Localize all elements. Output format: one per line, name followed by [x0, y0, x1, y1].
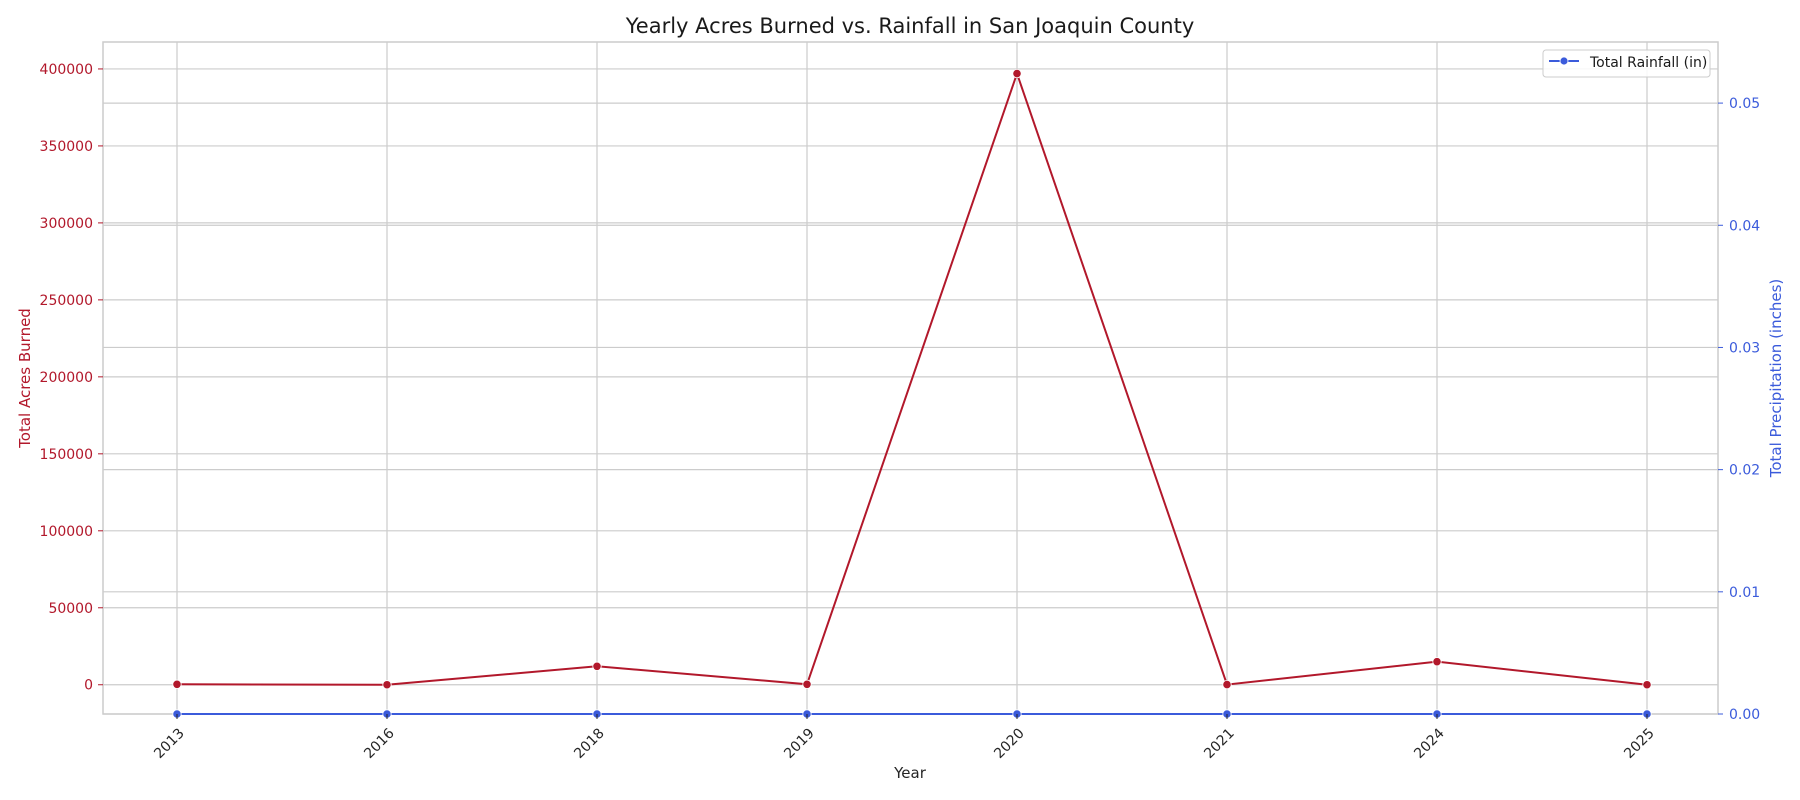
x-tick-label: 2018 [571, 725, 608, 762]
legend: Total Rainfall (in) [1542, 49, 1711, 78]
acres-burned-point [382, 680, 392, 690]
right-y-tick-label: 0.05 [1729, 96, 1760, 112]
left-y-axis-label: Total Acres Burned [16, 308, 34, 449]
acres-burned-line [176, 70, 1648, 686]
grid-lines [103, 42, 1718, 715]
x-tick-label: 2013 [151, 725, 188, 762]
right-y-axis-label: Total Precipitation (inches) [1767, 279, 1785, 479]
acres-burned-point [172, 679, 182, 689]
x-tick-label: 2016 [361, 725, 398, 762]
right-y-tick-label: 0.02 [1729, 463, 1760, 479]
left-y-tick-label: 300000 [40, 216, 93, 232]
series-layer [172, 68, 1652, 719]
left-y-tick-label: 200000 [40, 370, 93, 386]
acres-burned-point [1432, 657, 1442, 667]
left-y-tick-label: 150000 [40, 447, 93, 463]
left-y-tick-label: 100000 [40, 524, 93, 540]
legend-marker-swatch [1559, 56, 1569, 66]
x-tick-label: 2021 [1201, 725, 1238, 762]
acres-burned-point [802, 679, 812, 689]
legend-box [1542, 49, 1711, 78]
x-tick-label: 2025 [1621, 725, 1658, 762]
plot-area-frame [102, 41, 1719, 715]
right-y-tick-label: 0.04 [1729, 218, 1760, 234]
left-y-tick-label: 50000 [48, 601, 93, 617]
acres-burned-point [1012, 68, 1022, 79]
right-y-tick-label: 0.03 [1729, 340, 1760, 356]
x-tick-label: 2019 [781, 725, 818, 762]
left-y-tick-label: 350000 [40, 139, 93, 155]
x-axis-label: Year [893, 764, 927, 782]
left-y-tick-label: 400000 [40, 62, 93, 78]
legend-entry-label: Total Rainfall (in) [1589, 55, 1707, 71]
right-y-tick-label: 0.00 [1729, 707, 1760, 723]
acres-burned-point [1642, 680, 1652, 690]
x-tick-label: 2024 [1411, 725, 1448, 762]
acres-burned-point [592, 661, 602, 671]
x-tick-label: 2020 [991, 725, 1028, 762]
acres-burned-point [1222, 679, 1232, 690]
chart-title: Yearly Acres Burned vs. Rainfall in San … [625, 14, 1195, 38]
left-y-tick-label: 0 [84, 678, 93, 694]
left-y-tick-label: 250000 [40, 293, 93, 309]
right-y-tick-label: 0.01 [1729, 585, 1760, 601]
